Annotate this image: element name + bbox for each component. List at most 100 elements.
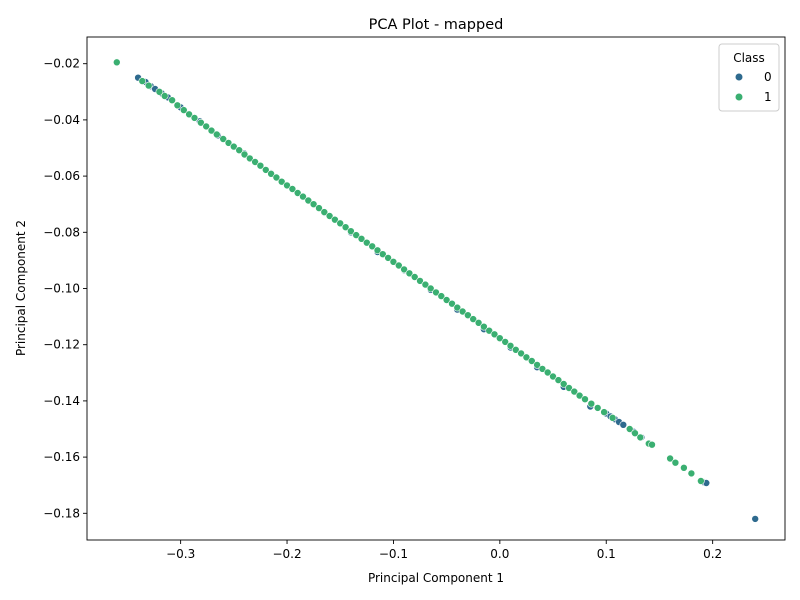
data-point-class-1 [155, 88, 164, 96]
data-point-class-1 [185, 110, 193, 119]
data-point-class-1 [527, 357, 536, 365]
data-point-class-1 [261, 166, 270, 174]
legend-box [718, 43, 780, 112]
data-point-class-1 [565, 384, 573, 392]
data-point-class-1 [697, 477, 705, 485]
data-point-class-1 [362, 238, 371, 247]
legend-label-class-0: 0 [764, 70, 772, 84]
y-tick-label: −0.04 [43, 113, 80, 127]
data-point-class-1 [213, 130, 221, 139]
data-point-class-1 [625, 425, 634, 433]
legend-marker-class-0 [735, 73, 743, 81]
y-tick-label: −0.18 [43, 506, 80, 520]
data-point-class-1 [469, 315, 478, 323]
data-point-class-1 [432, 288, 440, 297]
data-point-class-1 [593, 404, 602, 412]
data-point-class-1 [405, 269, 414, 278]
data-point-class-1 [559, 380, 568, 388]
y-axis-label: Principal Component 2 [14, 220, 28, 356]
data-point-class-1 [394, 261, 403, 270]
data-point-class-1 [224, 139, 233, 147]
data-point-class-1 [113, 58, 121, 67]
x-axis-label: Principal Component 1 [368, 571, 504, 585]
data-point-class-1 [543, 368, 552, 377]
legend-marker-class-1 [735, 93, 743, 101]
data-point-class-1 [421, 280, 430, 289]
data-point-class-1 [538, 365, 547, 373]
data-point-class-1 [315, 204, 323, 212]
data-point-class-1 [272, 173, 281, 182]
data-point-class-1 [230, 142, 238, 151]
data-point-class-1 [636, 433, 645, 442]
data-point-class-1 [352, 231, 361, 239]
data-point-class-1 [207, 126, 216, 135]
legend-label-class-1: 1 [764, 90, 772, 104]
x-tick-label: 0.1 [597, 547, 616, 561]
data-point-class-1 [464, 311, 472, 320]
data-point-class-1 [389, 257, 398, 266]
data-point-class-1 [495, 334, 504, 343]
data-point-class-1 [168, 96, 176, 104]
data-point-class-1 [160, 92, 169, 100]
data-point-class-1 [173, 101, 182, 110]
y-tick-label: −0.02 [43, 57, 80, 71]
data-point-class-1 [474, 318, 483, 327]
data-point-class-1 [480, 322, 488, 331]
data-point-class-1 [581, 395, 589, 404]
data-point-class-1 [517, 349, 525, 358]
data-point-class-1 [304, 196, 313, 205]
data-point-class-1 [331, 215, 339, 224]
data-point-class-1 [448, 299, 456, 308]
data-point-class-1 [506, 341, 515, 350]
points-layer [113, 58, 760, 523]
data-point-class-1 [453, 303, 462, 312]
x-tick-label: 0.2 [703, 547, 722, 561]
y-tick-label: −0.14 [43, 394, 80, 408]
data-point-class-1 [288, 185, 297, 193]
data-point-class-1 [687, 469, 696, 478]
data-point-class-1 [549, 372, 557, 381]
data-point-class-1 [522, 353, 531, 362]
y-tick-label: −0.16 [43, 450, 80, 464]
chart-title: PCA Plot - mapped [369, 17, 504, 33]
data-point-class-1 [190, 114, 199, 122]
y-tick-label: −0.10 [43, 282, 80, 296]
data-point-class-1 [256, 161, 265, 170]
data-point-class-1 [202, 122, 210, 131]
data-point-class-1 [299, 192, 307, 201]
data-point-class-1 [293, 189, 302, 197]
data-point-class-1 [368, 242, 377, 251]
data-point-class-1 [320, 208, 329, 216]
data-point-class-1 [373, 246, 382, 255]
data-point-class-1 [325, 212, 334, 220]
data-point-class-1 [416, 277, 424, 285]
legend: Class 0 1 [718, 43, 780, 112]
data-point-class-1 [347, 227, 355, 235]
data-point-class-0 [619, 420, 628, 429]
data-point-class-1 [235, 146, 243, 154]
data-point-class-0 [751, 515, 760, 523]
data-point-class-1 [246, 154, 254, 163]
data-point-class-1 [554, 376, 563, 384]
data-point-class-1 [608, 413, 617, 422]
data-point-class-1 [197, 118, 205, 127]
data-point-class-1 [671, 458, 680, 467]
data-point-class-1 [485, 326, 494, 335]
x-tick-label: −0.2 [272, 547, 301, 561]
data-point-class-1 [575, 391, 584, 400]
data-point-class-1 [240, 150, 249, 159]
y-axis: −0.02 −0.04 −0.06 −0.08 −0.10 −0.12 −0.14 −0.16… [43, 57, 87, 520]
data-point-class-1 [533, 361, 541, 369]
data-point-class-1 [490, 330, 499, 339]
data-point-class-1 [426, 284, 435, 293]
data-point-class-1 [442, 296, 451, 304]
data-point-class-1 [400, 265, 408, 274]
data-point-class-1 [648, 440, 656, 449]
data-point-class-1 [511, 345, 520, 354]
data-point-class-1 [384, 254, 392, 262]
data-point-class-1 [341, 223, 350, 231]
data-point-class-1 [219, 135, 227, 143]
data-point-class-1 [283, 181, 291, 190]
